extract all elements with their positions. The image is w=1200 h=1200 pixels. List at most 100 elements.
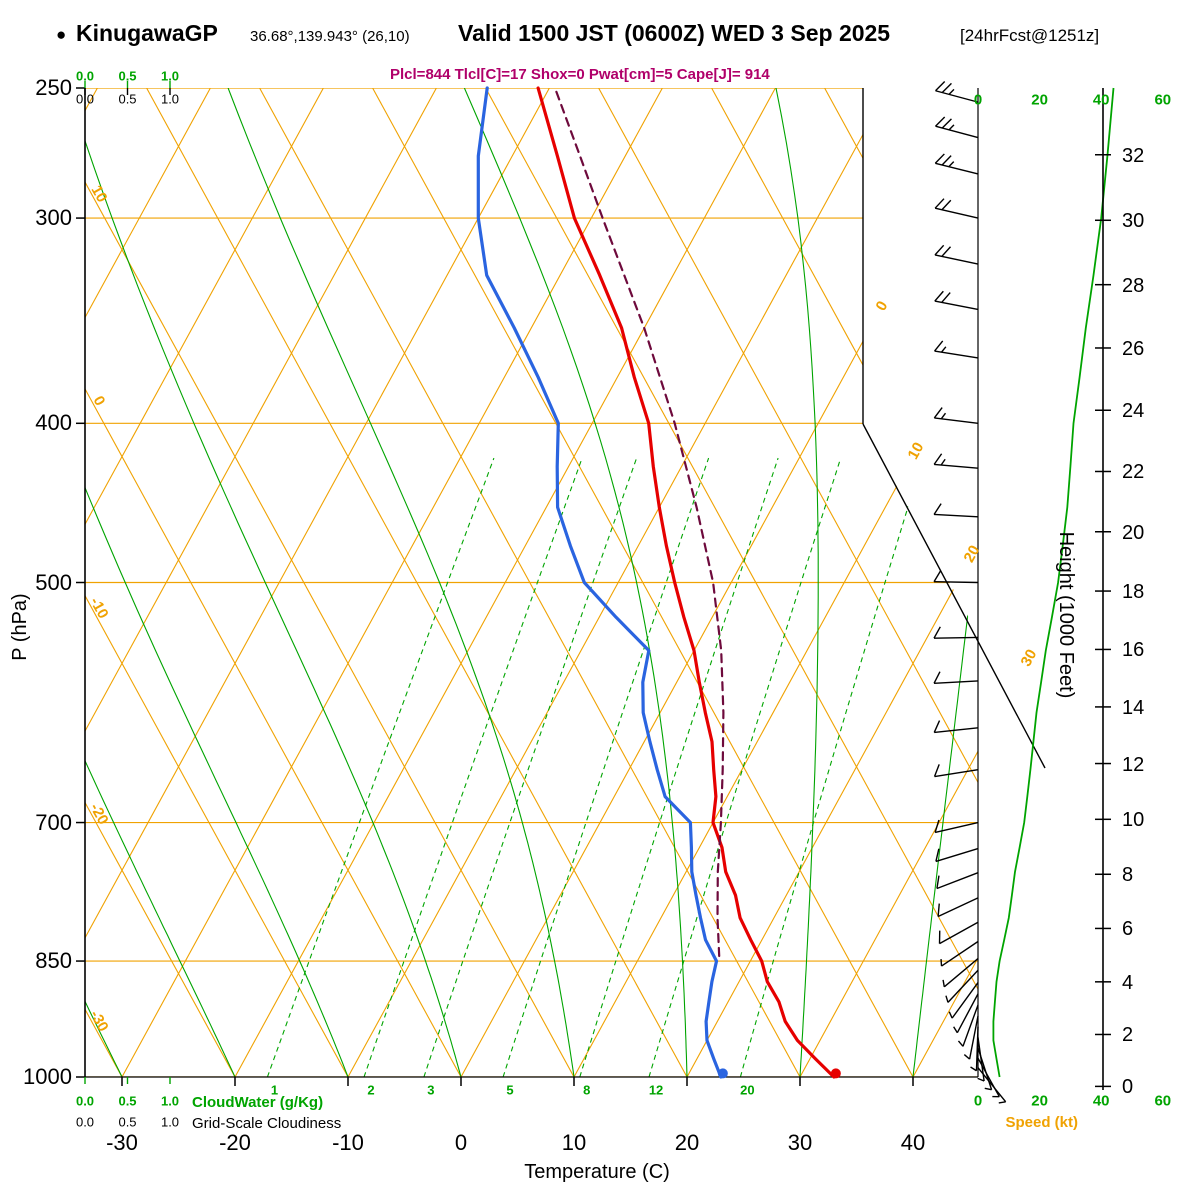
wind-barb xyxy=(934,819,979,834)
dry-adiabat-line xyxy=(598,88,978,1077)
isotherm-line xyxy=(573,88,978,1077)
isotherm-line xyxy=(85,88,437,1077)
wind-barb xyxy=(933,570,979,584)
frame-layer xyxy=(76,81,1046,1086)
mixing-ratio-label: 8 xyxy=(583,1082,591,1098)
mixing-ratio-label: 20 xyxy=(740,1082,755,1098)
moist-adiabat-line xyxy=(85,88,462,1077)
height-tick-label: 24 xyxy=(1122,400,1145,423)
moist-adiabat-line xyxy=(912,88,978,1077)
mixing-ratio-line xyxy=(363,457,583,1077)
pressure-tick-label: 500 xyxy=(35,569,72,595)
speed-axis-label: Speed (kt) xyxy=(1005,1114,1078,1131)
height-tick-label: 6 xyxy=(1122,918,1134,941)
wind-barb xyxy=(942,957,979,988)
diagonal-border xyxy=(862,423,1046,769)
speed-tick-label-top: 0 xyxy=(973,91,983,109)
dry-adiabat-line xyxy=(85,88,575,1077)
dry-adiabat-line xyxy=(485,88,978,1077)
dry-adiabat-line xyxy=(146,88,688,1077)
sounding-layer xyxy=(476,86,841,1079)
wind-barb xyxy=(948,982,979,1019)
isotherm-line xyxy=(85,88,211,1077)
station-coords: 36.68°,139.943° (26,10) xyxy=(250,28,410,45)
isotherm-line xyxy=(234,88,776,1077)
station-name: KinugawaGP xyxy=(76,20,218,46)
speed-tick-label-top: 60 xyxy=(1154,91,1172,109)
isotherm-line xyxy=(347,88,889,1077)
cloudwater-scale-bottom: 1.0 xyxy=(160,1093,180,1109)
cloudwater-axis-label: CloudWater (g/Kg) xyxy=(192,1094,324,1111)
moist-adiabat-line xyxy=(463,88,688,1077)
isotherm-line xyxy=(799,88,978,1077)
dry-adiabat-line xyxy=(259,88,801,1077)
cloudwater-scale-top: 0.5 xyxy=(118,68,137,84)
wind-speed-profile xyxy=(992,87,1115,1078)
temperature-axis-label: Temperature (C) xyxy=(524,1161,670,1183)
wind-barb xyxy=(977,1067,1007,1104)
wind-barb xyxy=(963,1015,979,1060)
wind-barb xyxy=(970,1026,979,1072)
grid-layer xyxy=(0,88,1200,1077)
pressure-tick-label: 1000 xyxy=(23,1064,72,1089)
pressure-tick-label: 300 xyxy=(35,205,72,231)
pressure-tick-label: 850 xyxy=(35,948,72,974)
forecast-tag: [24hrFcst@1251z] xyxy=(960,26,1100,45)
cloudwater-scale-top: 0.0 xyxy=(75,68,95,84)
height-tick-label: 18 xyxy=(1122,581,1145,604)
height-axis-label: Height (1000 Feet) xyxy=(1055,531,1077,699)
cloudiness-scale-bottom: 0.5 xyxy=(118,1114,137,1130)
height-tick-label: 26 xyxy=(1122,337,1145,360)
dry-adiabat-line xyxy=(85,88,462,1077)
mixing-ratio-line xyxy=(266,457,495,1077)
wind-barb xyxy=(934,244,979,265)
surface-dewpoint-dot xyxy=(717,1068,728,1079)
height-axis-layer xyxy=(1095,88,1111,1090)
isotherm-line xyxy=(121,88,663,1077)
isotherm-line xyxy=(85,88,324,1077)
height-tick-label: 16 xyxy=(1122,639,1145,662)
height-tick-label: 12 xyxy=(1122,753,1145,776)
wind-barbs-layer xyxy=(933,81,1007,1104)
height-tick-label: 28 xyxy=(1122,274,1145,297)
cloudiness-scale-bottom: 0.0 xyxy=(75,1114,95,1130)
cloudwater-scale-top: 1.0 xyxy=(160,68,180,84)
mixing-ratio-label: 5 xyxy=(506,1082,514,1098)
moist-adiabat-line xyxy=(0,88,9,1077)
cloudiness-axis-label: Grid-Scale Cloudiness xyxy=(192,1115,342,1132)
wind-barb xyxy=(977,1047,993,1091)
temperature-tick-label: -20 xyxy=(219,1130,251,1155)
wind-barb xyxy=(934,290,979,311)
height-tick-label: 4 xyxy=(1122,971,1134,994)
wind-barb xyxy=(934,153,979,175)
surface-temperature-dot xyxy=(830,1068,841,1079)
speed-tick-label-top: 20 xyxy=(1031,91,1048,109)
moist-adiabat-line xyxy=(227,88,575,1077)
temperature-tick-label: 30 xyxy=(787,1130,813,1155)
wind-barb xyxy=(933,720,979,734)
pressure-tick-label: 250 xyxy=(35,75,72,100)
dry-adiabat-line xyxy=(1164,88,1200,1077)
stability-indices: Plcl=844 Tlcl[C]=17 Shox=0 Pwat[cm]=5 Ca… xyxy=(390,66,770,83)
cloudiness-scale-top: 0.5 xyxy=(118,91,137,107)
wind-barb xyxy=(935,116,979,139)
dry-adiabat-line xyxy=(85,88,349,1077)
mixing-ratio-line xyxy=(423,457,638,1077)
dewpoint-curve xyxy=(476,86,723,1079)
height-tick-label: 10 xyxy=(1122,809,1145,832)
pressure-tick-label: 700 xyxy=(35,809,72,835)
mixing-ratio-line xyxy=(648,457,842,1077)
parcel-curve xyxy=(553,86,725,958)
height-tick-label: 30 xyxy=(1122,210,1145,233)
height-tick-label: 22 xyxy=(1122,461,1145,484)
temperature-tick-label: 10 xyxy=(561,1130,587,1155)
cloudiness-scale-top: 0.0 xyxy=(75,91,95,107)
cloudiness-scale-bottom: 1.0 xyxy=(160,1114,180,1130)
wind-barb xyxy=(937,897,979,918)
temperature-tick-label: 40 xyxy=(900,1130,926,1155)
speed-tick-label-bottom: 20 xyxy=(1031,1092,1048,1110)
wind-barb xyxy=(945,969,979,1003)
moist-adiabat-line xyxy=(85,88,236,1077)
wind-barb xyxy=(933,626,979,639)
